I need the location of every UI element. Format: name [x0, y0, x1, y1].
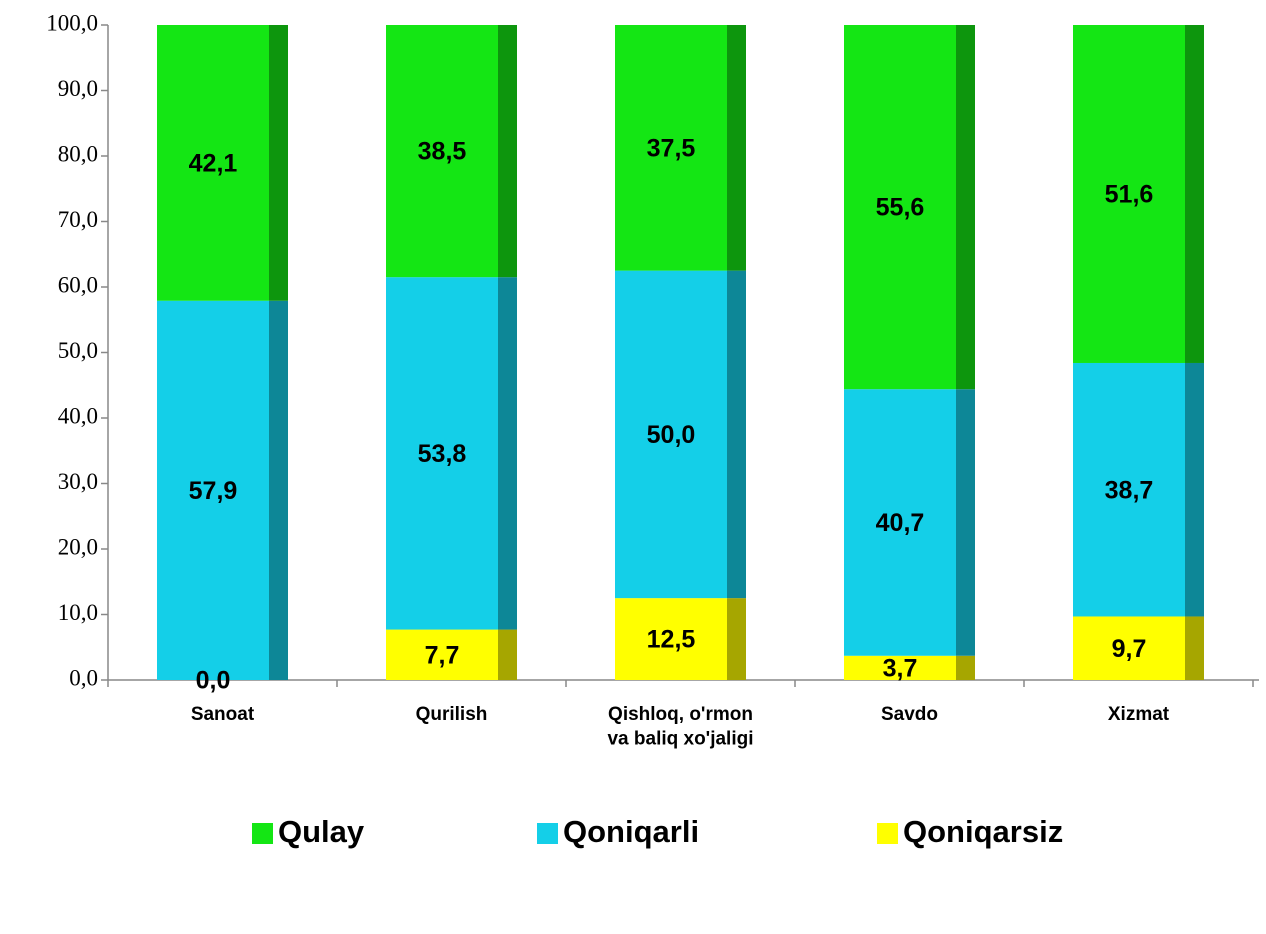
data-label: 53,8: [418, 440, 467, 468]
bar-segment-side: [269, 25, 288, 301]
legend-label: Qoniqarli: [563, 814, 699, 849]
bar-segment: [844, 25, 956, 390]
x-tick-label: Savdo: [881, 704, 938, 725]
x-tick-label: Xizmat: [1108, 704, 1170, 725]
bar-segment-side: [498, 25, 517, 278]
y-tick-label: 20,0: [58, 534, 98, 559]
y-tick-label: 10,0: [58, 600, 98, 625]
bar-segment-side: [269, 300, 288, 680]
y-tick-label: 70,0: [58, 207, 98, 232]
data-label: 12,5: [647, 626, 696, 654]
x-tick-label: Qishloq, o'rmon va baliq xo'jaligi: [607, 704, 753, 750]
data-label: 37,5: [647, 134, 696, 162]
bar-segment: [386, 277, 498, 630]
y-tick-label: 30,0: [58, 469, 98, 494]
bar-segment-side: [727, 270, 746, 599]
bar-segment-side: [498, 629, 517, 680]
bar-segment: [844, 655, 956, 680]
data-label: 7,7: [425, 641, 460, 669]
bar-segment: [386, 629, 498, 680]
bar-segment-side: [956, 25, 975, 390]
bar-segment: [615, 598, 727, 680]
data-label: 40,7: [876, 509, 925, 537]
bar-segment: [157, 25, 269, 301]
legend-label: Qoniqarsiz: [903, 814, 1063, 849]
bar-segment-side: [727, 598, 746, 680]
x-tick-label: Qurilish: [416, 704, 488, 725]
y-tick-label: 60,0: [58, 272, 98, 297]
y-tick-label: 0,0: [69, 665, 98, 690]
x-tick-label: Sanoat: [191, 704, 255, 725]
data-label: 9,7: [1112, 635, 1147, 663]
y-tick-label: 90,0: [58, 76, 98, 101]
legend-swatch: [877, 823, 898, 844]
y-tick-label: 40,0: [58, 403, 98, 428]
legend-label: Qulay: [278, 814, 365, 849]
bar-segment: [157, 300, 269, 680]
data-label: 51,6: [1105, 181, 1154, 209]
bar-segment: [1073, 362, 1185, 617]
bar-segment-side: [956, 655, 975, 680]
bar-segment-side: [1185, 616, 1204, 680]
bar-segment-side: [956, 389, 975, 656]
y-tick-label: 50,0: [58, 338, 98, 363]
bar-segment: [844, 389, 956, 656]
bar-segment: [386, 25, 498, 278]
y-tick-label: 80,0: [58, 141, 98, 166]
bar-segment-side: [498, 277, 517, 630]
data-label: 57,9: [189, 477, 238, 505]
legend-swatch: [252, 823, 273, 844]
bar-segment-side: [1185, 25, 1204, 363]
data-label: 42,1: [189, 149, 238, 177]
data-label: 3,7: [883, 654, 918, 682]
legend-swatch: [537, 823, 558, 844]
bar-segment: [615, 270, 727, 599]
bar-segment-side: [1185, 362, 1204, 617]
data-label: 38,5: [418, 138, 467, 166]
bar-segment-side: [727, 25, 746, 271]
data-label: 50,0: [647, 421, 696, 449]
data-label: 0,0: [196, 667, 231, 695]
y-tick-label: 100,0: [46, 10, 98, 35]
bar-segment: [1073, 25, 1185, 363]
data-label: 38,7: [1105, 476, 1154, 504]
bar-segment: [615, 25, 727, 271]
bar-segment: [1073, 616, 1185, 680]
data-label: 55,6: [876, 194, 925, 222]
